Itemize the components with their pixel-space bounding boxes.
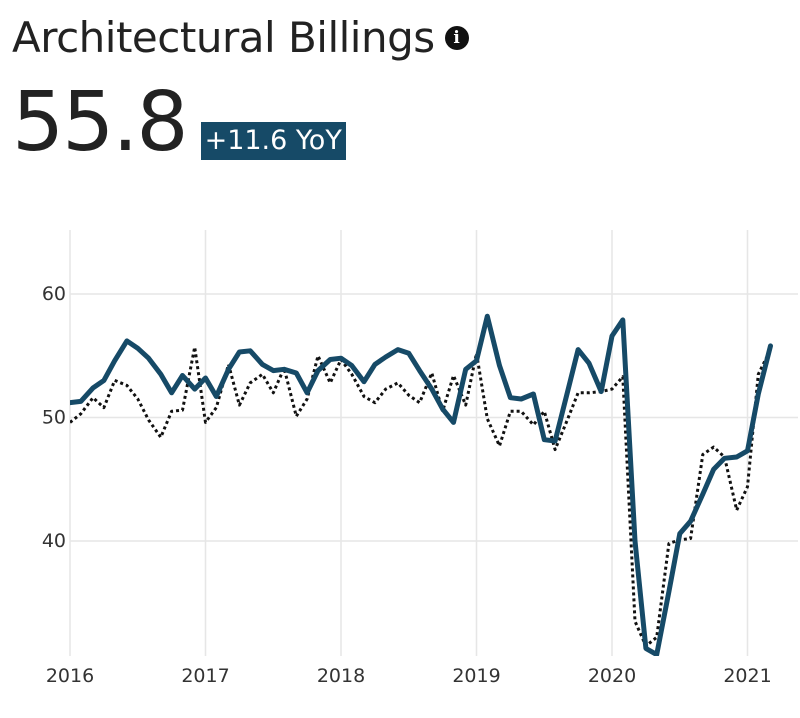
x-tick-label-2019: 2019 [452,665,500,687]
x-tick-label-2017: 2017 [181,665,229,687]
title-row: Architectural Billings i [12,8,469,68]
y-tick-label-60: 60 [42,283,66,305]
y-tick-label-50: 50 [42,407,66,429]
x-tick-label-2016: 2016 [46,665,94,687]
y-tick-label-40: 40 [42,530,66,552]
series-line-solid [70,313,773,656]
page-title: Architectural Billings [12,13,435,62]
x-tick-label-2018: 2018 [317,665,365,687]
yoy-badge: +11.6 YoY [200,122,346,160]
x-tick-label-2021: 2021 [723,665,771,687]
x-tick-label-2020: 2020 [588,665,636,687]
series-layer [70,313,773,656]
y-gridlines [70,293,798,542]
info-icon[interactable]: i [444,26,469,50]
y-tick-labels: 40 50 60 [42,283,66,552]
x-gridlines [69,230,749,656]
kpi-row: 55.8 +11.6 YoY [12,78,346,168]
x-tick-labels: 2016 2017 2018 2019 2020 2021 [46,665,772,687]
kpi-value: 55.8 [12,75,189,170]
